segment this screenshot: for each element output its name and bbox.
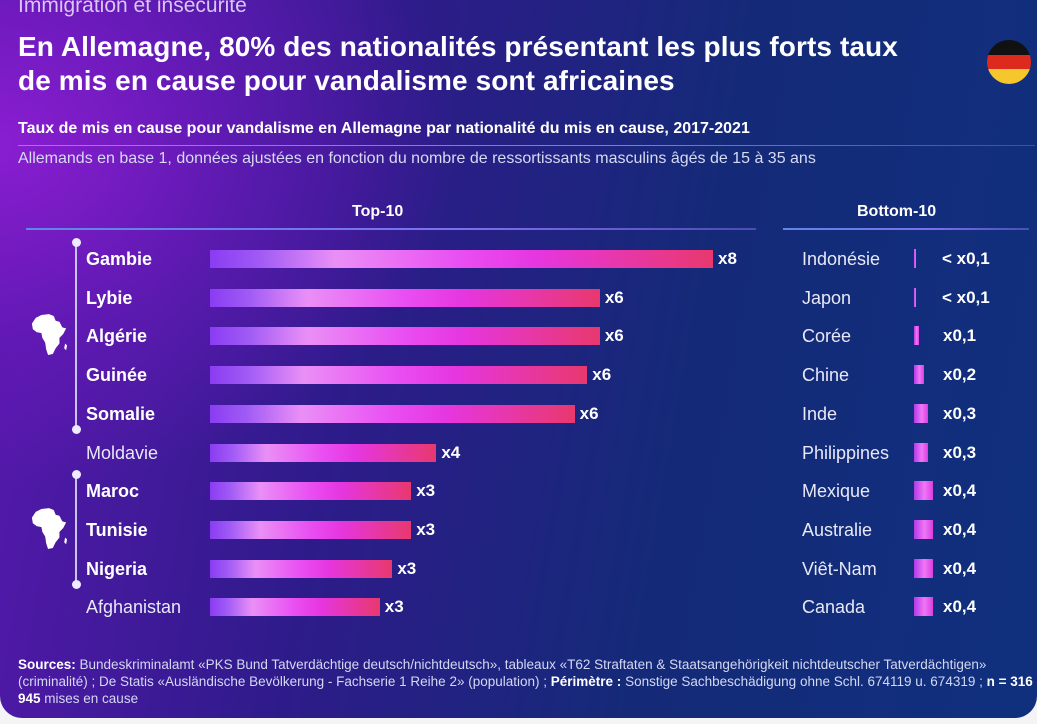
bottom10-value-label: x0,2 (943, 365, 977, 385)
top10-heading: Top-10 (352, 203, 404, 220)
bottom10-category-label: Inde (802, 403, 838, 424)
africa-group-bracket (75, 242, 77, 429)
top10-category-label: Moldavie (86, 442, 159, 463)
sample-size: n = 316 945 (18, 674, 1033, 706)
bottom10-bar (914, 558, 933, 578)
top10-value-label: x6 (592, 365, 612, 385)
africa-group-bracket (75, 474, 77, 584)
sources-label: Sources: (18, 657, 76, 672)
top10-value-label: x6 (579, 403, 599, 423)
top10-bar (210, 598, 380, 617)
africa-continent-icon (30, 313, 68, 357)
bottom10-value-label: x0,3 (943, 442, 977, 462)
bottom10-value-label: x0,1 (943, 326, 977, 346)
top10-bar (210, 327, 600, 346)
africa-continent-icon (30, 507, 68, 551)
bottom10-value-label: x0,4 (943, 558, 977, 578)
bottom10-value-label: x0,4 (943, 519, 977, 539)
sample-size-text: mises en cause (40, 691, 139, 706)
bracket-endpoint (71, 579, 81, 589)
bottom10-category-label: Japon (802, 287, 852, 308)
title-line-1: En Allemagne, 80% des nationalités prése… (18, 31, 898, 62)
bottom10-category-label: Australie (802, 519, 873, 540)
top10-category-label: Maroc (86, 481, 140, 502)
bottom10-value-label: x0,3 (943, 403, 977, 423)
top10-category-label: Somalie (86, 403, 156, 424)
flag-stripe-black (987, 40, 1031, 55)
bottom10-heading: Bottom-10 (857, 203, 937, 220)
top10-category-label: Afghanistan (86, 597, 182, 618)
bottom10-category-label: Philippines (802, 442, 890, 463)
top10-category-label: Algérie (86, 326, 148, 347)
germany-flag-icon (987, 40, 1031, 84)
top10-value-label: x3 (416, 481, 436, 501)
bottom10-value-label: < x0,1 (942, 249, 990, 268)
flag-stripe-gold (987, 69, 1031, 84)
top10-value-label: x3 (397, 558, 417, 578)
sources-footer: Sources: Bundeskriminalamt «PKS Bund Tat… (18, 656, 1033, 707)
top10-bar (210, 288, 600, 307)
top10-value-label: x3 (384, 597, 404, 617)
top10-category-label: Tunisie (86, 519, 148, 540)
top10-value-label: x6 (604, 287, 624, 307)
sources-text: Bundeskriminalamt «PKS Bund Tatverdächti… (18, 657, 987, 689)
top10-bar (210, 404, 575, 423)
bottom10-bar (914, 481, 933, 501)
top10-value-label: x6 (604, 326, 624, 346)
top10-value-label: x4 (441, 442, 461, 462)
flag-stripe-red (987, 54, 1031, 70)
bracket-endpoint (71, 424, 81, 434)
top10-category-label: Lybie (86, 287, 133, 308)
top10-category-label: Gambie (86, 249, 153, 269)
bottom10-bar (914, 287, 917, 307)
bottom10-category-label: Indonésie (802, 249, 881, 269)
bottom10-bar (914, 597, 933, 617)
top10-bar (210, 559, 393, 578)
bottom10-category-label: Corée (802, 326, 852, 347)
perimetre-label: Périmètre : (550, 674, 622, 689)
bottom10-bar (914, 365, 924, 385)
bottom10-bar (914, 403, 929, 423)
top10-bar (210, 250, 713, 268)
top10-bar (210, 482, 412, 501)
title-line-2: de mis en cause pour vandalisme sont afr… (18, 65, 675, 96)
perimetre-text: Sonstige Sachbeschädigung ohne Schl. 674… (621, 674, 987, 689)
kicker: Immigration et insécurité (18, 0, 247, 17)
top10-bar (210, 520, 412, 539)
top10-divider (26, 228, 756, 230)
bottom10-category-label: Canada (802, 597, 866, 618)
bottom10-category-label: Chine (802, 365, 850, 386)
bottom10-bar (914, 326, 919, 346)
chart-subtitle: Taux de mis en cause pour vandalisme en … (18, 120, 750, 137)
page-title: En Allemagne, 80% des nationalités prése… (18, 30, 898, 98)
top10-category-label: Nigeria (86, 558, 148, 579)
subtitle-divider (18, 145, 1035, 146)
bracket-endpoint (71, 470, 81, 480)
top10-value-label: x3 (416, 519, 436, 539)
bottom10-value-label: x0,4 (943, 481, 977, 501)
top10-bar (210, 366, 588, 385)
bottom10-bar (914, 519, 933, 539)
top10-category-label: Guinée (86, 365, 148, 386)
bottom10-bar (914, 249, 917, 268)
top10-bar (210, 443, 437, 462)
bottom10-divider (783, 228, 1029, 230)
bottom10-value-label: < x0,1 (942, 287, 990, 307)
top10-value-label: x8 (718, 249, 737, 268)
bottom10-value-label: x0,4 (943, 597, 977, 617)
bottom10-category-label: Mexique (802, 481, 871, 502)
bottom10-category-label: Viêt-Nam (802, 558, 877, 579)
bottom10-bar (914, 442, 929, 462)
bracket-endpoint (71, 238, 81, 247)
chart-note: Allemands en base 1, données ajustées en… (18, 150, 816, 167)
